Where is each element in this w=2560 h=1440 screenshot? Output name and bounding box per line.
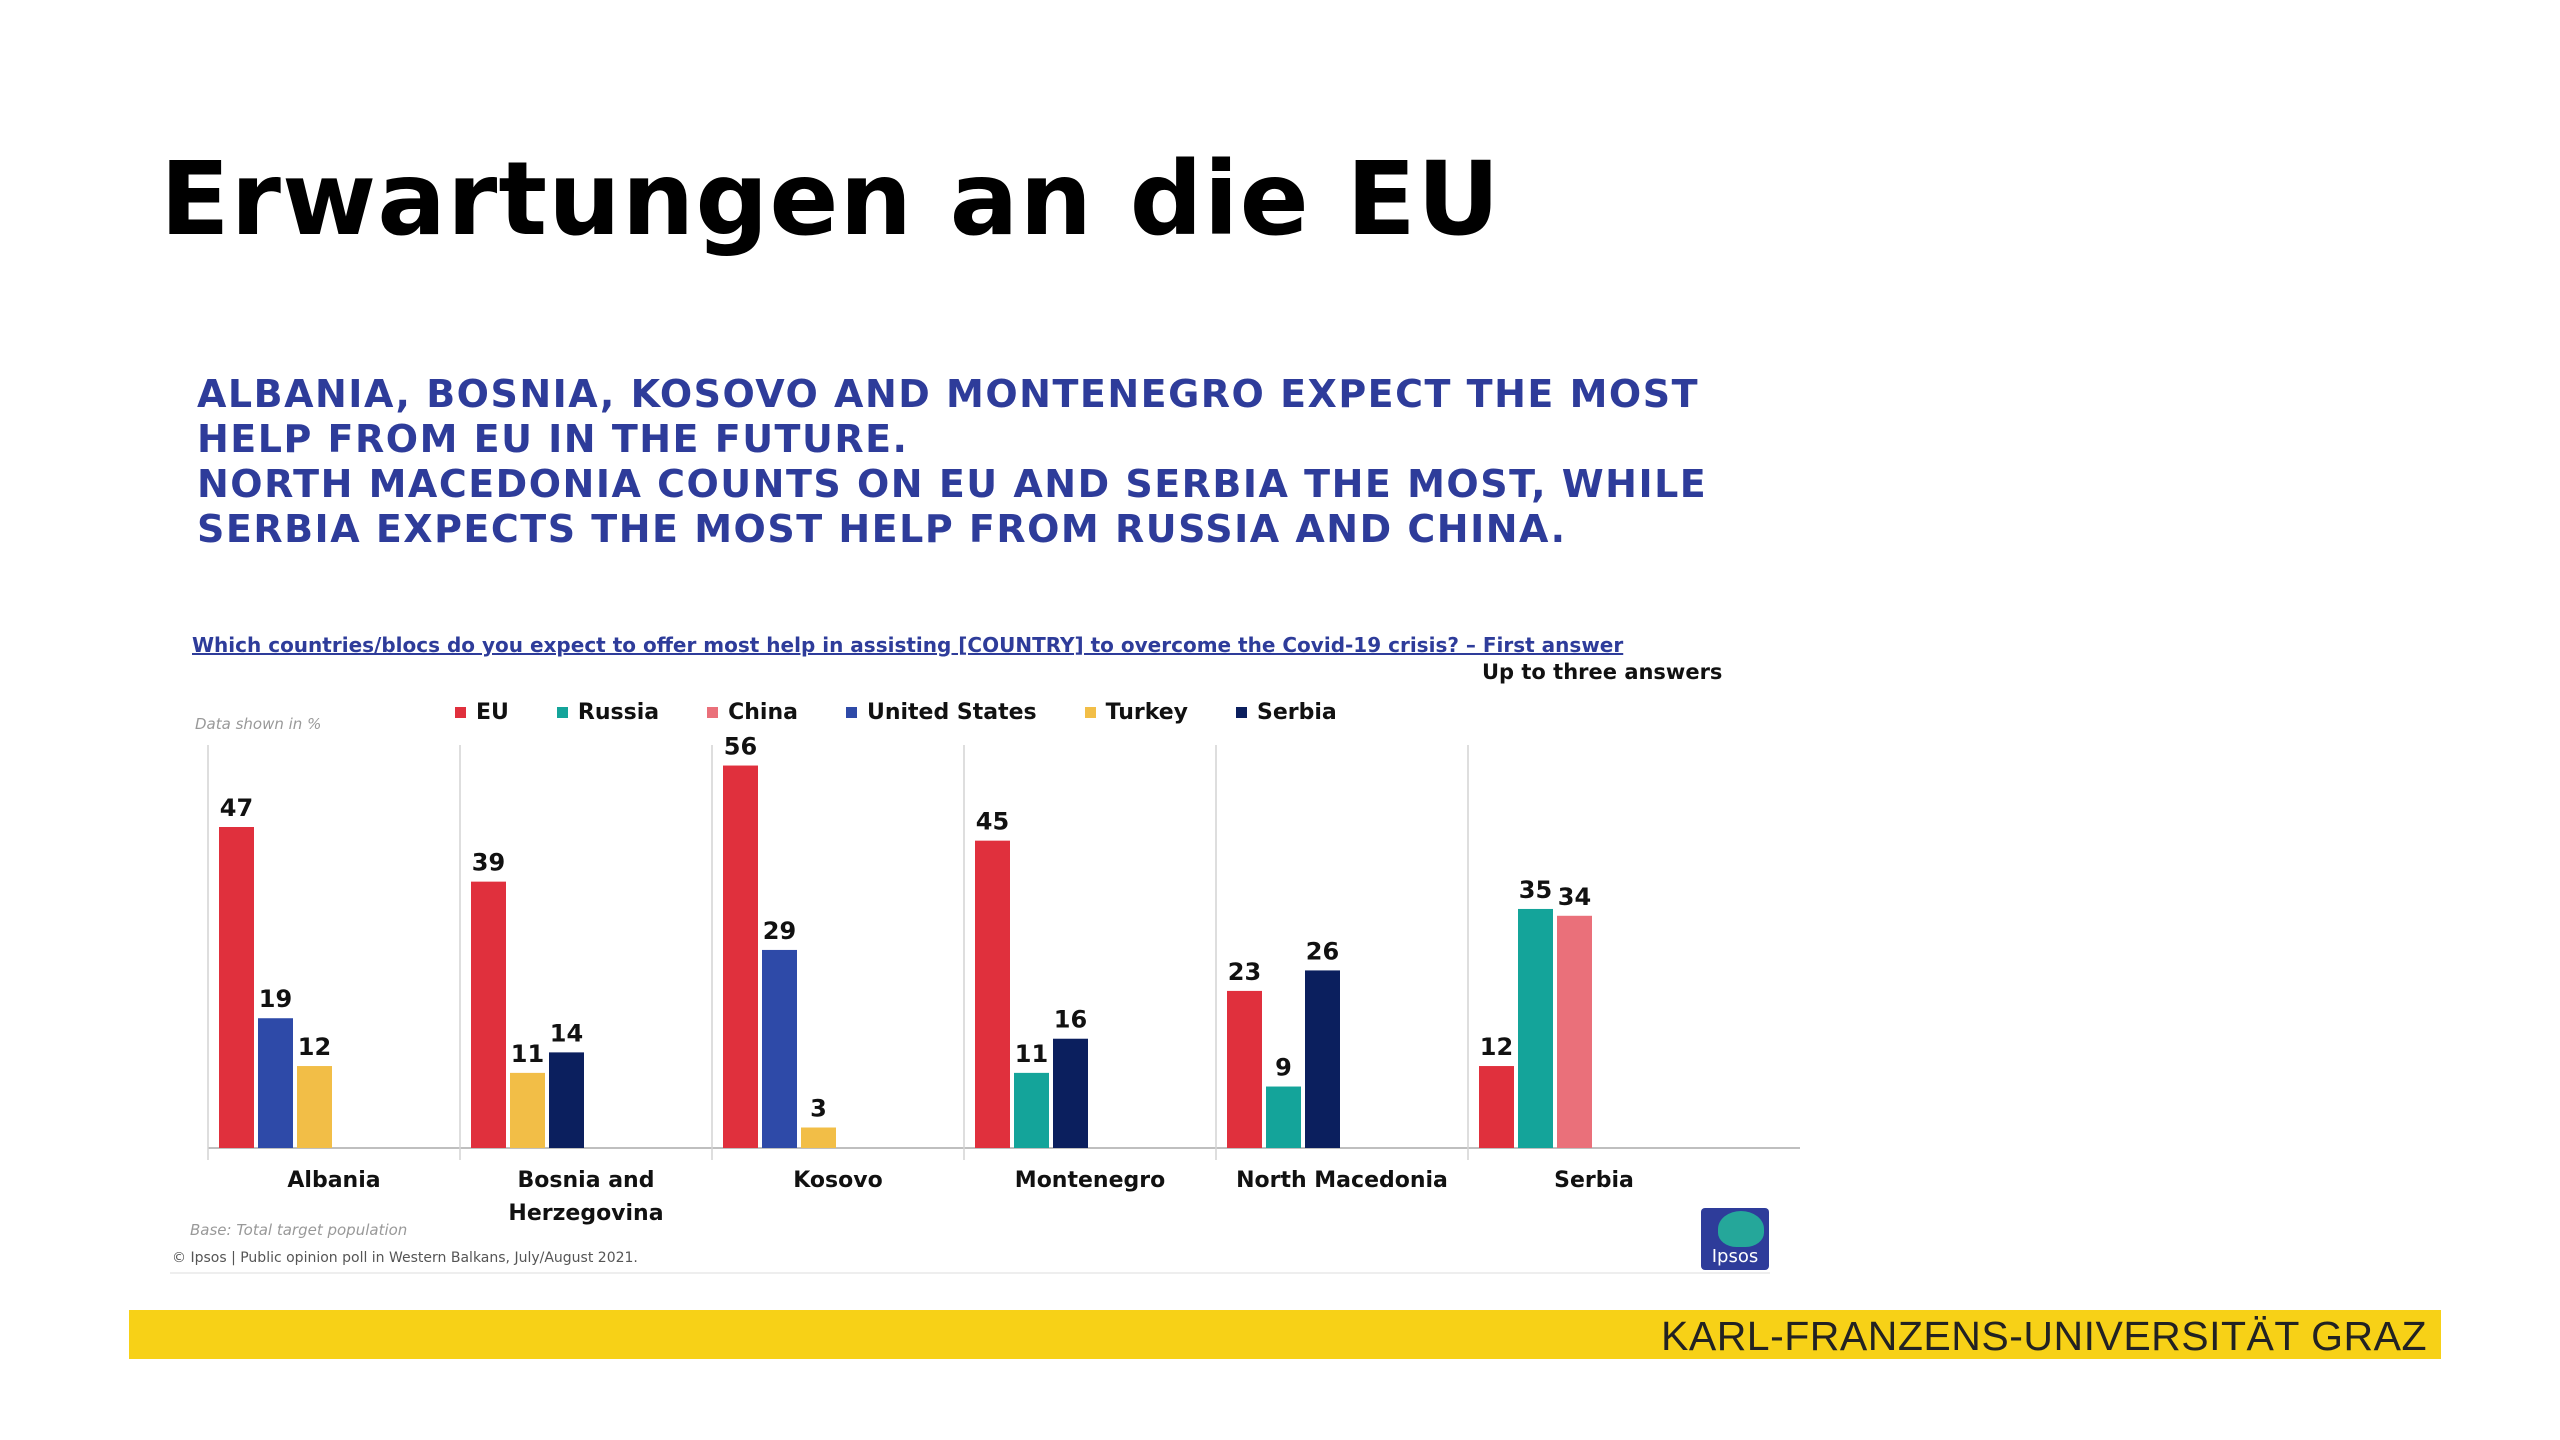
data-label: 14 xyxy=(550,1019,583,1047)
data-label: 9 xyxy=(1275,1054,1292,1082)
chart-legend: EU Russia China United States Turkey Serbia xyxy=(455,697,1385,727)
headline-line: SERBIA EXPECTS THE MOST HELP FROM RUSSIA… xyxy=(197,507,1567,551)
data-label: 56 xyxy=(724,733,757,761)
legend-item-russia: Russia xyxy=(556,699,660,725)
category-label: Kosovo xyxy=(793,1168,882,1193)
category-label: North Macedonia xyxy=(1236,1168,1448,1193)
legend-label: Russia xyxy=(577,699,660,725)
data-label: 34 xyxy=(1558,883,1591,911)
university-name: KARL-FRANZENS-UNIVERSITÄT GRAZ xyxy=(1661,1313,2427,1359)
divider xyxy=(170,1272,1770,1274)
data-label: 19 xyxy=(259,985,292,1013)
bar-russia xyxy=(1014,1072,1049,1148)
legend-swatch xyxy=(455,706,466,718)
headline-line: HELP FROM EU IN THE FUTURE. xyxy=(197,417,909,461)
legend-swatch xyxy=(845,706,857,718)
data-label: 16 xyxy=(1054,1006,1087,1034)
category-label: Herzegovina xyxy=(508,1201,663,1226)
bar-serbia xyxy=(549,1052,584,1148)
bar-eu xyxy=(975,840,1010,1148)
headline-line: ALBANIA, BOSNIA, KOSOVO AND MONTENEGRO E… xyxy=(197,372,1699,416)
bar-turkey xyxy=(297,1066,332,1148)
data-label: 47 xyxy=(220,794,253,822)
headline-line: NORTH MACEDONIA COUNTS ON EU AND SERBIA … xyxy=(197,462,1708,506)
data-label: 12 xyxy=(1480,1033,1513,1061)
data-label: 35 xyxy=(1519,876,1552,904)
survey-question: Which countries/blocs do you expect to o… xyxy=(192,633,1624,657)
legend-label: Serbia xyxy=(1257,699,1337,725)
legend-label: China xyxy=(728,699,798,725)
bar-china xyxy=(1557,915,1592,1148)
slide-title: Erwartungen an die EU xyxy=(160,140,1501,259)
legend-label: United States xyxy=(866,699,1037,725)
legend-item-turkey: Turkey xyxy=(1084,699,1189,725)
bar-russia xyxy=(1266,1086,1301,1148)
logo-mark xyxy=(1718,1211,1764,1247)
data-unit-note: Data shown in % xyxy=(195,715,322,733)
chart-headline: ALBANIA, BOSNIA, KOSOVO AND MONTENEGRO E… xyxy=(197,372,1717,552)
legend-item-united-states: United States xyxy=(845,699,1037,725)
data-label: 45 xyxy=(976,808,1009,836)
data-label: 26 xyxy=(1306,937,1339,965)
legend-label: EU xyxy=(476,699,509,725)
legend-swatch xyxy=(707,706,719,718)
category-label: Montenegro xyxy=(1015,1168,1165,1193)
ipsos-logo: Ipsos xyxy=(1701,1208,1769,1270)
legend-item-serbia: Serbia xyxy=(1236,700,1337,725)
bar-serbia xyxy=(1053,1038,1088,1148)
bar-eu xyxy=(723,765,758,1148)
category-label: Bosnia and xyxy=(518,1168,655,1193)
legend-swatch xyxy=(1236,706,1248,718)
legend-item-china: China xyxy=(707,700,798,725)
data-label: 11 xyxy=(511,1040,544,1068)
data-label: 23 xyxy=(1228,958,1261,986)
bar-eu xyxy=(1479,1066,1514,1148)
legend-swatch xyxy=(556,706,568,718)
category-label: Serbia xyxy=(1554,1168,1634,1193)
base-note: Base: Total target population xyxy=(190,1221,408,1239)
bar-turkey xyxy=(801,1127,836,1148)
bar-russia xyxy=(1518,908,1553,1148)
legend-label: Turkey xyxy=(1105,699,1189,725)
data-label: 3 xyxy=(810,1095,827,1123)
data-label: 29 xyxy=(763,917,796,945)
university-footer-bar: KARL-FRANZENS-UNIVERSITÄT GRAZ xyxy=(129,1310,2441,1359)
bar-turkey xyxy=(510,1072,545,1148)
source-note: © Ipsos | Public opinion poll in Western… xyxy=(172,1250,638,1266)
category-label: Albania xyxy=(287,1168,380,1193)
legend-swatch xyxy=(1084,706,1096,718)
data-label: 12 xyxy=(298,1033,331,1061)
data-label: 39 xyxy=(472,849,505,877)
answer-note: Up to three answers xyxy=(1482,660,1723,684)
bar-united-states xyxy=(258,1018,293,1148)
data-label: 11 xyxy=(1015,1040,1048,1068)
bar-serbia xyxy=(1305,970,1340,1148)
logo-text: Ipsos xyxy=(1711,1246,1759,1267)
bar-united-states xyxy=(762,949,797,1148)
bar-eu xyxy=(219,827,254,1148)
bar-eu xyxy=(471,881,506,1148)
legend-item-eu: EU xyxy=(455,700,509,725)
bar-eu xyxy=(1227,990,1262,1148)
